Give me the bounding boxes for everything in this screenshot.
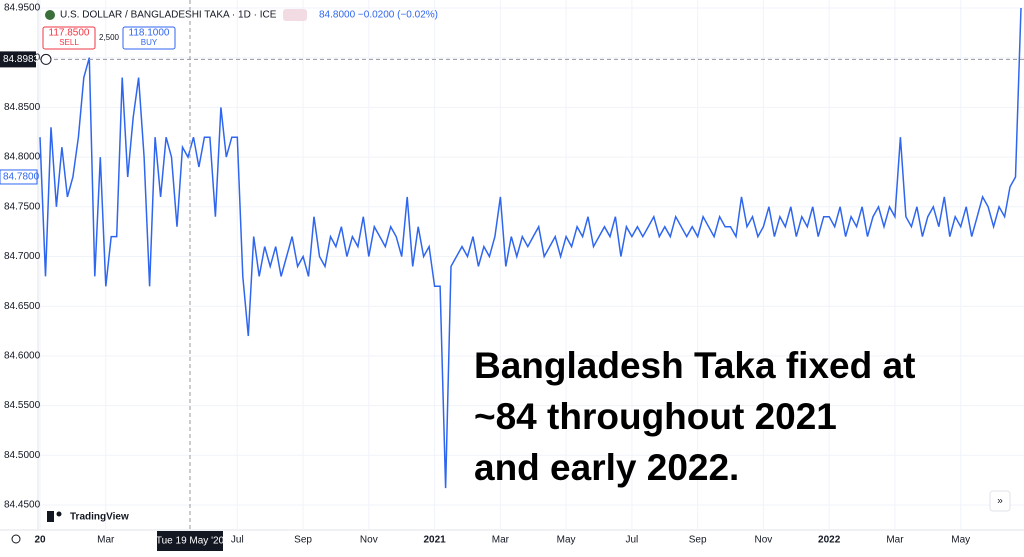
annotation: and early 2022. [474,447,739,488]
y-tick-label: 84.8000 [4,152,41,163]
y-tick-label: 84.9500 [4,3,41,14]
x-tick-label: Sep [294,535,312,546]
x-tick-label: May [557,535,576,546]
x-tick-label: May [951,535,970,546]
brand-logo [47,511,54,522]
y-tick-label: 84.4500 [4,500,41,511]
brand: TradingView [70,512,129,523]
crosshair-date-box [157,531,223,551]
x-tick-label: 20 [34,535,46,546]
x-tick-label: Jul [625,535,638,546]
buy-button[interactable] [122,26,176,50]
y-tick-label: 84.5000 [4,450,41,461]
sell-price: 117.8500 [49,28,90,39]
scroll-button[interactable] [989,490,1011,512]
x-tick-label: Mar [886,535,904,546]
settings-icon[interactable] [11,534,21,544]
quote: 84.8000 −0.0200 (−0.02%) [319,10,438,21]
crosshair-price: 84.8983 [3,54,40,65]
x-tick-label: Mar [492,535,510,546]
spread: 2,500 [99,33,120,42]
x-tick-label: Nov [755,535,773,546]
x-tick-label: 2022 [818,535,841,546]
last-price-box [0,169,38,185]
scroll-icon: » [997,496,1003,507]
toggle[interactable] [283,9,307,21]
buy-price: 118.1000 [129,28,170,39]
x-tick-label: Nov [360,535,378,546]
sell-button[interactable] [42,26,96,50]
symbol-icon [45,10,55,20]
x-tick-label: 2021 [423,535,446,546]
x-tick-label: Mar [97,535,115,546]
y-tick-label: 84.7500 [4,201,41,212]
x-tick-label: Sep [689,535,707,546]
add-button [40,53,52,65]
annotation: Bangladesh Taka fixed at [474,345,915,386]
sell-label: SELL [59,38,79,47]
chart-title: U.S. DOLLAR / BANGLADESHI TAKA · 1D · IC… [60,10,277,21]
y-tick-label: 84.5500 [4,400,41,411]
brand-logo [56,511,62,517]
crosshair-date: Tue 19 May '20 [156,536,225,547]
y-tick-label: 84.6500 [4,301,41,312]
y-tick-label: 84.6000 [4,351,41,362]
x-tick-label: Jul [231,535,244,546]
last-price: 84.7800 [3,172,40,183]
annotation: ~84 throughout 2021 [474,396,837,437]
y-tick-label: 84.7000 [4,251,41,262]
buy-label: BUY [141,38,158,47]
crosshair-price-box [0,51,36,68]
y-tick-label: 84.8500 [4,102,41,113]
price-line [39,7,1022,489]
